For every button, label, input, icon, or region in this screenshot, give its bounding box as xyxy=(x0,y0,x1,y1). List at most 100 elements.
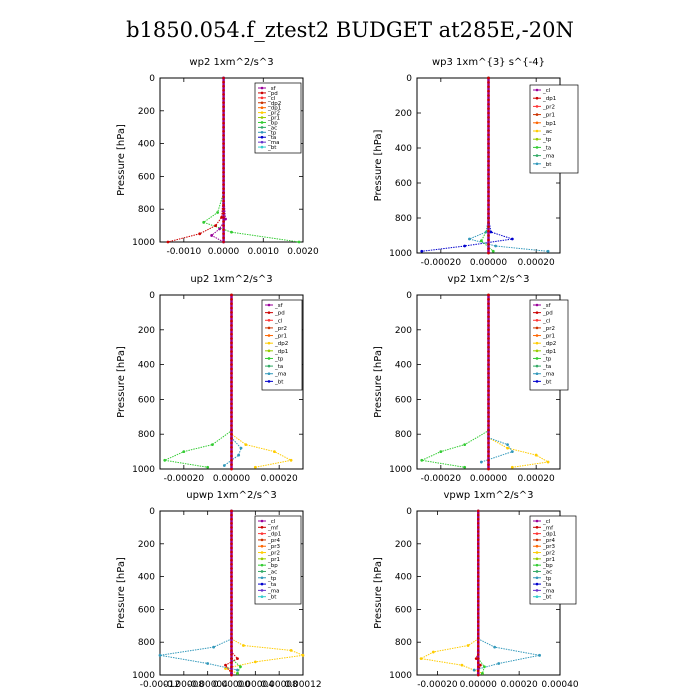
legend-label: _bp xyxy=(542,563,553,569)
legend-marker xyxy=(535,557,539,561)
legend-marker xyxy=(535,121,539,125)
zero-profile-point xyxy=(230,376,233,379)
x-tick-label: 0.00040 xyxy=(541,680,578,690)
zero-profile-point xyxy=(487,146,490,150)
zero-profile-point xyxy=(487,107,490,110)
zero-profile-point xyxy=(230,624,233,628)
legend-marker xyxy=(267,303,271,307)
legend-marker xyxy=(535,137,539,141)
zero-profile-point xyxy=(487,164,490,167)
zero-profile-point xyxy=(476,653,480,656)
series-point xyxy=(224,663,227,667)
zero-profile-point xyxy=(222,134,225,137)
legend-label: _ac xyxy=(267,125,277,131)
series-point xyxy=(546,460,550,464)
legend-label: _ta xyxy=(542,145,551,151)
legend-marker xyxy=(535,334,539,337)
zero-profile-point xyxy=(222,224,225,227)
legend-marker xyxy=(260,563,264,567)
series-point xyxy=(534,453,538,457)
legend-label: _dp1 xyxy=(267,532,281,538)
legend: _sf _pd_cl _pr2 _pr1_dp2 _dp1_tp _ta _ma_bt xyxy=(261,299,303,391)
zero-profile-point xyxy=(230,380,233,384)
zero-profile-point xyxy=(476,509,480,513)
legend-marker xyxy=(535,526,539,529)
legend-marker xyxy=(260,544,264,548)
zero-profile-point xyxy=(476,665,480,669)
y-tick-label: 1000 xyxy=(389,249,412,259)
zero-profile-point xyxy=(222,121,225,125)
legend-label: _sf xyxy=(274,303,284,309)
zero-profile-point xyxy=(487,251,490,255)
zero-profile-point xyxy=(487,207,490,211)
zero-profile-point xyxy=(487,85,490,89)
legend-label: _pr2 xyxy=(542,104,555,110)
legend-marker xyxy=(260,519,264,523)
series-line xyxy=(167,78,225,243)
zero-profile-point xyxy=(222,207,225,211)
zero-profile-point xyxy=(222,101,225,104)
y-tick-label: 800 xyxy=(395,430,412,440)
zero-profile-point xyxy=(230,554,233,558)
zero-profile-point xyxy=(476,587,480,591)
series-point xyxy=(206,662,210,665)
legend-label: _ma xyxy=(542,588,554,594)
legend-marker xyxy=(535,372,539,376)
zero-profile-point xyxy=(476,558,480,562)
legend-marker xyxy=(260,96,264,100)
x-tick-label: 0.00020 xyxy=(501,680,538,690)
legend-label: _cl xyxy=(542,88,551,94)
zero-profile-point xyxy=(476,649,480,652)
series-point xyxy=(420,249,424,253)
series-point xyxy=(510,237,514,241)
legend: _sf_pd_cl_dp2_dp1_pr2_pr1_bp_ac_tp_ta_ma… xyxy=(254,82,302,154)
y-tick-label: 200 xyxy=(138,540,155,550)
zero-profile-point xyxy=(476,546,480,550)
zero-profile-point xyxy=(487,302,490,306)
zero-profile-point xyxy=(230,315,233,319)
series-point xyxy=(163,458,167,462)
legend-label: _pr3 xyxy=(267,544,281,550)
zero-profile-point xyxy=(222,142,225,145)
legend-marker xyxy=(267,380,271,383)
plot-frame xyxy=(159,77,304,243)
zero-profile-point xyxy=(230,445,233,449)
x-tick-label: -0.00004 xyxy=(187,680,228,690)
series-point xyxy=(242,644,245,647)
zero-profile-point xyxy=(230,640,233,644)
series-point xyxy=(214,224,218,228)
zero-profile-point xyxy=(487,385,490,388)
zero-profile-point xyxy=(487,345,490,349)
zero-profile-point xyxy=(487,406,490,410)
series-point xyxy=(439,450,443,453)
zero-profile-point xyxy=(230,673,233,677)
x-tick-label: 0.00020 xyxy=(261,474,298,484)
legend-label: _dp2 xyxy=(542,341,556,347)
zero-profile-point xyxy=(230,616,233,619)
legend-label: _pr1 xyxy=(542,334,555,340)
zero-profile-point xyxy=(230,467,233,471)
zero-profile-point xyxy=(222,179,225,182)
y-tick-label: 200 xyxy=(395,326,412,336)
legend-marker xyxy=(535,88,539,92)
zero-profile-point xyxy=(230,530,233,533)
x-tick-label: 0.00000 xyxy=(213,474,250,484)
zero-profile-point xyxy=(487,419,490,423)
y-tick-label: 800 xyxy=(138,205,155,215)
zero-profile-point xyxy=(230,350,233,353)
legend-label: _tp xyxy=(542,137,552,143)
legend-label: _sf xyxy=(542,303,552,309)
zero-profile-point xyxy=(476,616,480,619)
zero-profile-point xyxy=(222,183,225,186)
legend-marker xyxy=(535,146,539,149)
series-point xyxy=(237,453,241,457)
zero-profile-point xyxy=(476,632,480,636)
series-point xyxy=(239,665,242,669)
legend-marker xyxy=(260,557,264,561)
zero-profile-point xyxy=(230,298,233,301)
zero-profile-point xyxy=(230,522,233,525)
zero-profile-point xyxy=(487,293,490,297)
zero-profile-point xyxy=(222,146,225,149)
zero-profile-point xyxy=(230,411,233,414)
zero-profile-point xyxy=(476,645,480,648)
